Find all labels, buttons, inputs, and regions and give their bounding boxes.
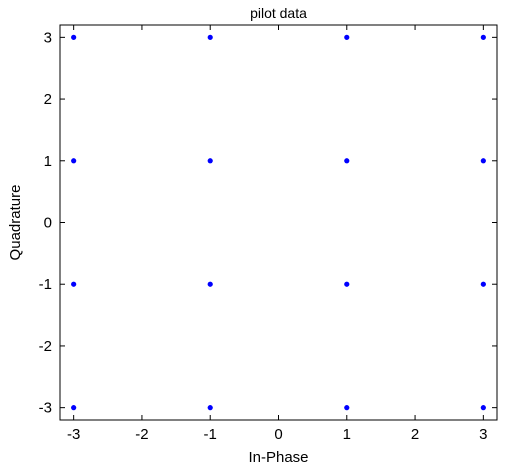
x-tick-label: -3 xyxy=(67,426,80,443)
data-point xyxy=(207,405,213,411)
y-tick-label: 2 xyxy=(44,91,52,108)
data-point xyxy=(207,281,213,287)
data-point xyxy=(344,405,350,411)
y-tick-label: 0 xyxy=(44,215,52,232)
data-points xyxy=(71,34,486,411)
x-axis-label: In-Phase xyxy=(248,449,308,466)
data-point xyxy=(344,34,350,40)
data-point xyxy=(480,281,486,287)
x-tick-label: -1 xyxy=(204,426,217,443)
axis-ticks: -3 -2 -1 0 1 2 3 -3 -2 -1 0 1 2 3 xyxy=(39,25,497,443)
x-tick-label: 2 xyxy=(411,426,419,443)
data-point xyxy=(71,34,77,40)
data-point xyxy=(71,405,77,411)
x-tick-label: 1 xyxy=(343,426,351,443)
data-point xyxy=(207,34,213,40)
x-tick-label: -2 xyxy=(135,426,148,443)
y-tick-label: -2 xyxy=(39,338,52,355)
data-point xyxy=(207,158,213,164)
x-tick-label: 3 xyxy=(479,426,487,443)
y-tick-label: -3 xyxy=(39,400,52,417)
data-point xyxy=(480,405,486,411)
y-tick-label: -1 xyxy=(39,276,52,293)
data-point xyxy=(71,281,77,287)
axes-box xyxy=(59,24,498,421)
data-point xyxy=(344,281,350,287)
data-point xyxy=(344,158,350,164)
x-tick-label: 0 xyxy=(274,426,282,443)
data-point xyxy=(480,158,486,164)
y-axis-label: Quadrature xyxy=(7,185,24,261)
y-tick-label: 1 xyxy=(44,153,52,170)
chart-title: pilot data xyxy=(250,5,307,21)
data-point xyxy=(71,158,77,164)
y-tick-label: 3 xyxy=(44,29,52,46)
data-point xyxy=(480,34,486,40)
plot-area xyxy=(59,24,498,421)
